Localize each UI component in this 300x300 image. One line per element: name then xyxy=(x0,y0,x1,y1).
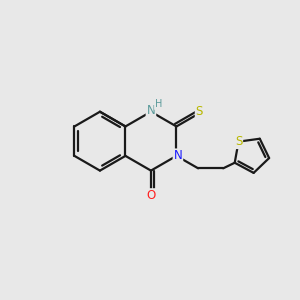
Text: N: N xyxy=(173,149,182,162)
Text: S: S xyxy=(196,105,203,118)
Text: O: O xyxy=(146,189,156,202)
Text: S: S xyxy=(235,135,242,148)
Text: N: N xyxy=(147,104,155,117)
Text: H: H xyxy=(154,99,162,110)
